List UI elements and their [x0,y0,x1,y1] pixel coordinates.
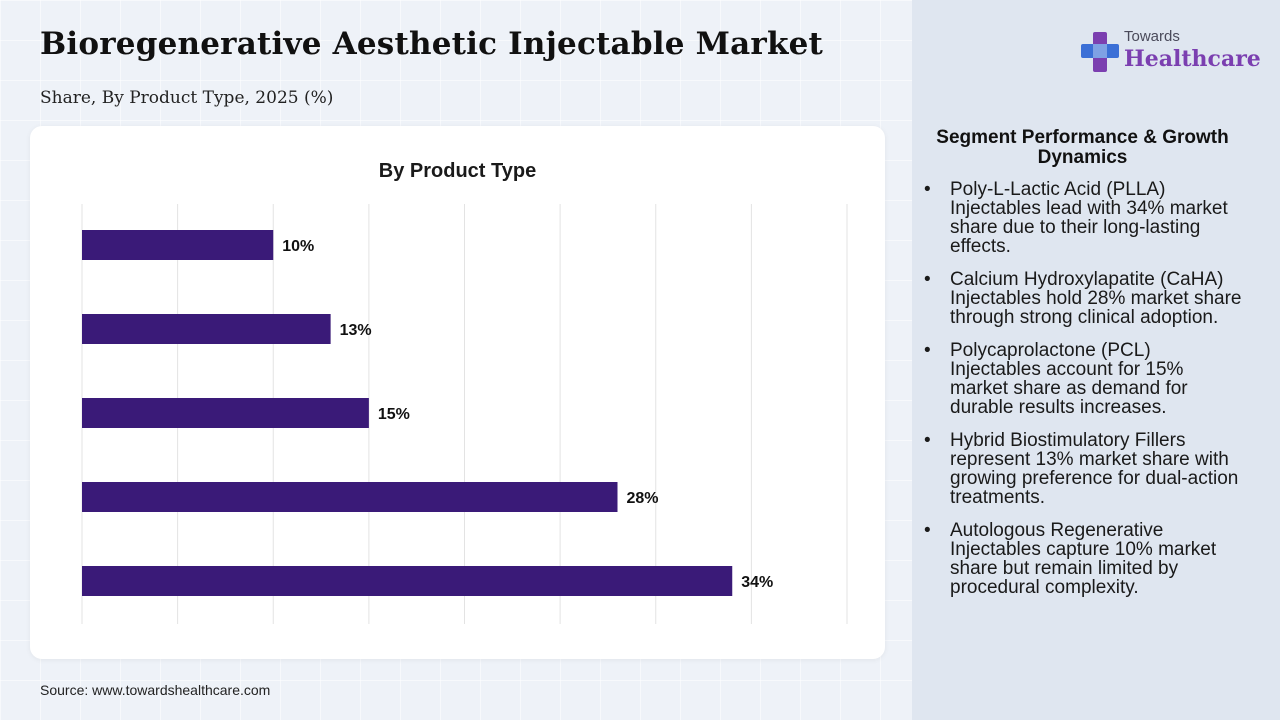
insight-list: • Poly-L-Lactic Acid (PLLA) Injectables l… [922,180,1242,611]
chart-card: By Product Type 10% 13% 15% 28% 34% [30,126,885,659]
insight-item: • Hybrid Biostimulatory Fillers represent… [922,431,1242,507]
insight-text: Calcium Hydroxylapatite (CaHA) Injectabl… [950,269,1242,328]
bar [82,314,331,344]
bar [82,398,369,428]
insight-item: • Poly-L-Lactic Acid (PLLA) Injectables l… [922,180,1242,256]
bullet-icon: • [924,179,931,200]
bar [82,230,274,260]
insight-item: • Polycaprolactone (PCL) Injectables acco… [922,341,1242,417]
page-subtitle: Share, By Product Type, 2025 (%) [40,88,334,108]
page-title: Bioregenerative Aesthetic Injectable Mar… [40,26,824,62]
insight-text: Autologous Regenerative Injectables capt… [950,520,1217,598]
data-label: 28% [627,490,659,507]
logo-text-healthcare: Healthcare [1124,46,1261,72]
bar [82,566,733,596]
bullet-icon: • [924,340,931,361]
data-label: 10% [282,238,314,255]
insight-item: • Autologous Regenerative Injectables cap… [922,521,1242,597]
logo-text-towards: Towards [1124,28,1180,45]
insights-panel [912,0,1280,720]
bullet-icon: • [924,430,931,451]
cross-logo-icon [1081,32,1119,72]
bar [82,482,618,512]
source-note: Source: www.towardshealthcare.com [40,682,271,698]
data-label: 13% [340,322,372,339]
brand-logo: Towards Healthcare [1080,28,1261,78]
data-label: 34% [741,574,773,591]
insight-text: Polycaprolactone (PCL) Injectables accou… [950,340,1188,418]
bullet-icon: • [924,520,931,541]
bullet-icon: • [924,269,931,290]
bar-chart: 10% 13% 15% 28% 34% [81,204,848,624]
chart-title: By Product Type [378,160,537,182]
insight-text: Hybrid Biostimulatory Fillers represent … [950,430,1239,508]
panel-title: Segment Performance & Growth Dynamics [936,127,1229,168]
insight-text: Poly-L-Lactic Acid (PLLA) Injectables le… [950,179,1228,257]
insight-item: • Calcium Hydroxylapatite (CaHA) Injectab… [922,270,1242,327]
data-label: 15% [378,406,410,423]
